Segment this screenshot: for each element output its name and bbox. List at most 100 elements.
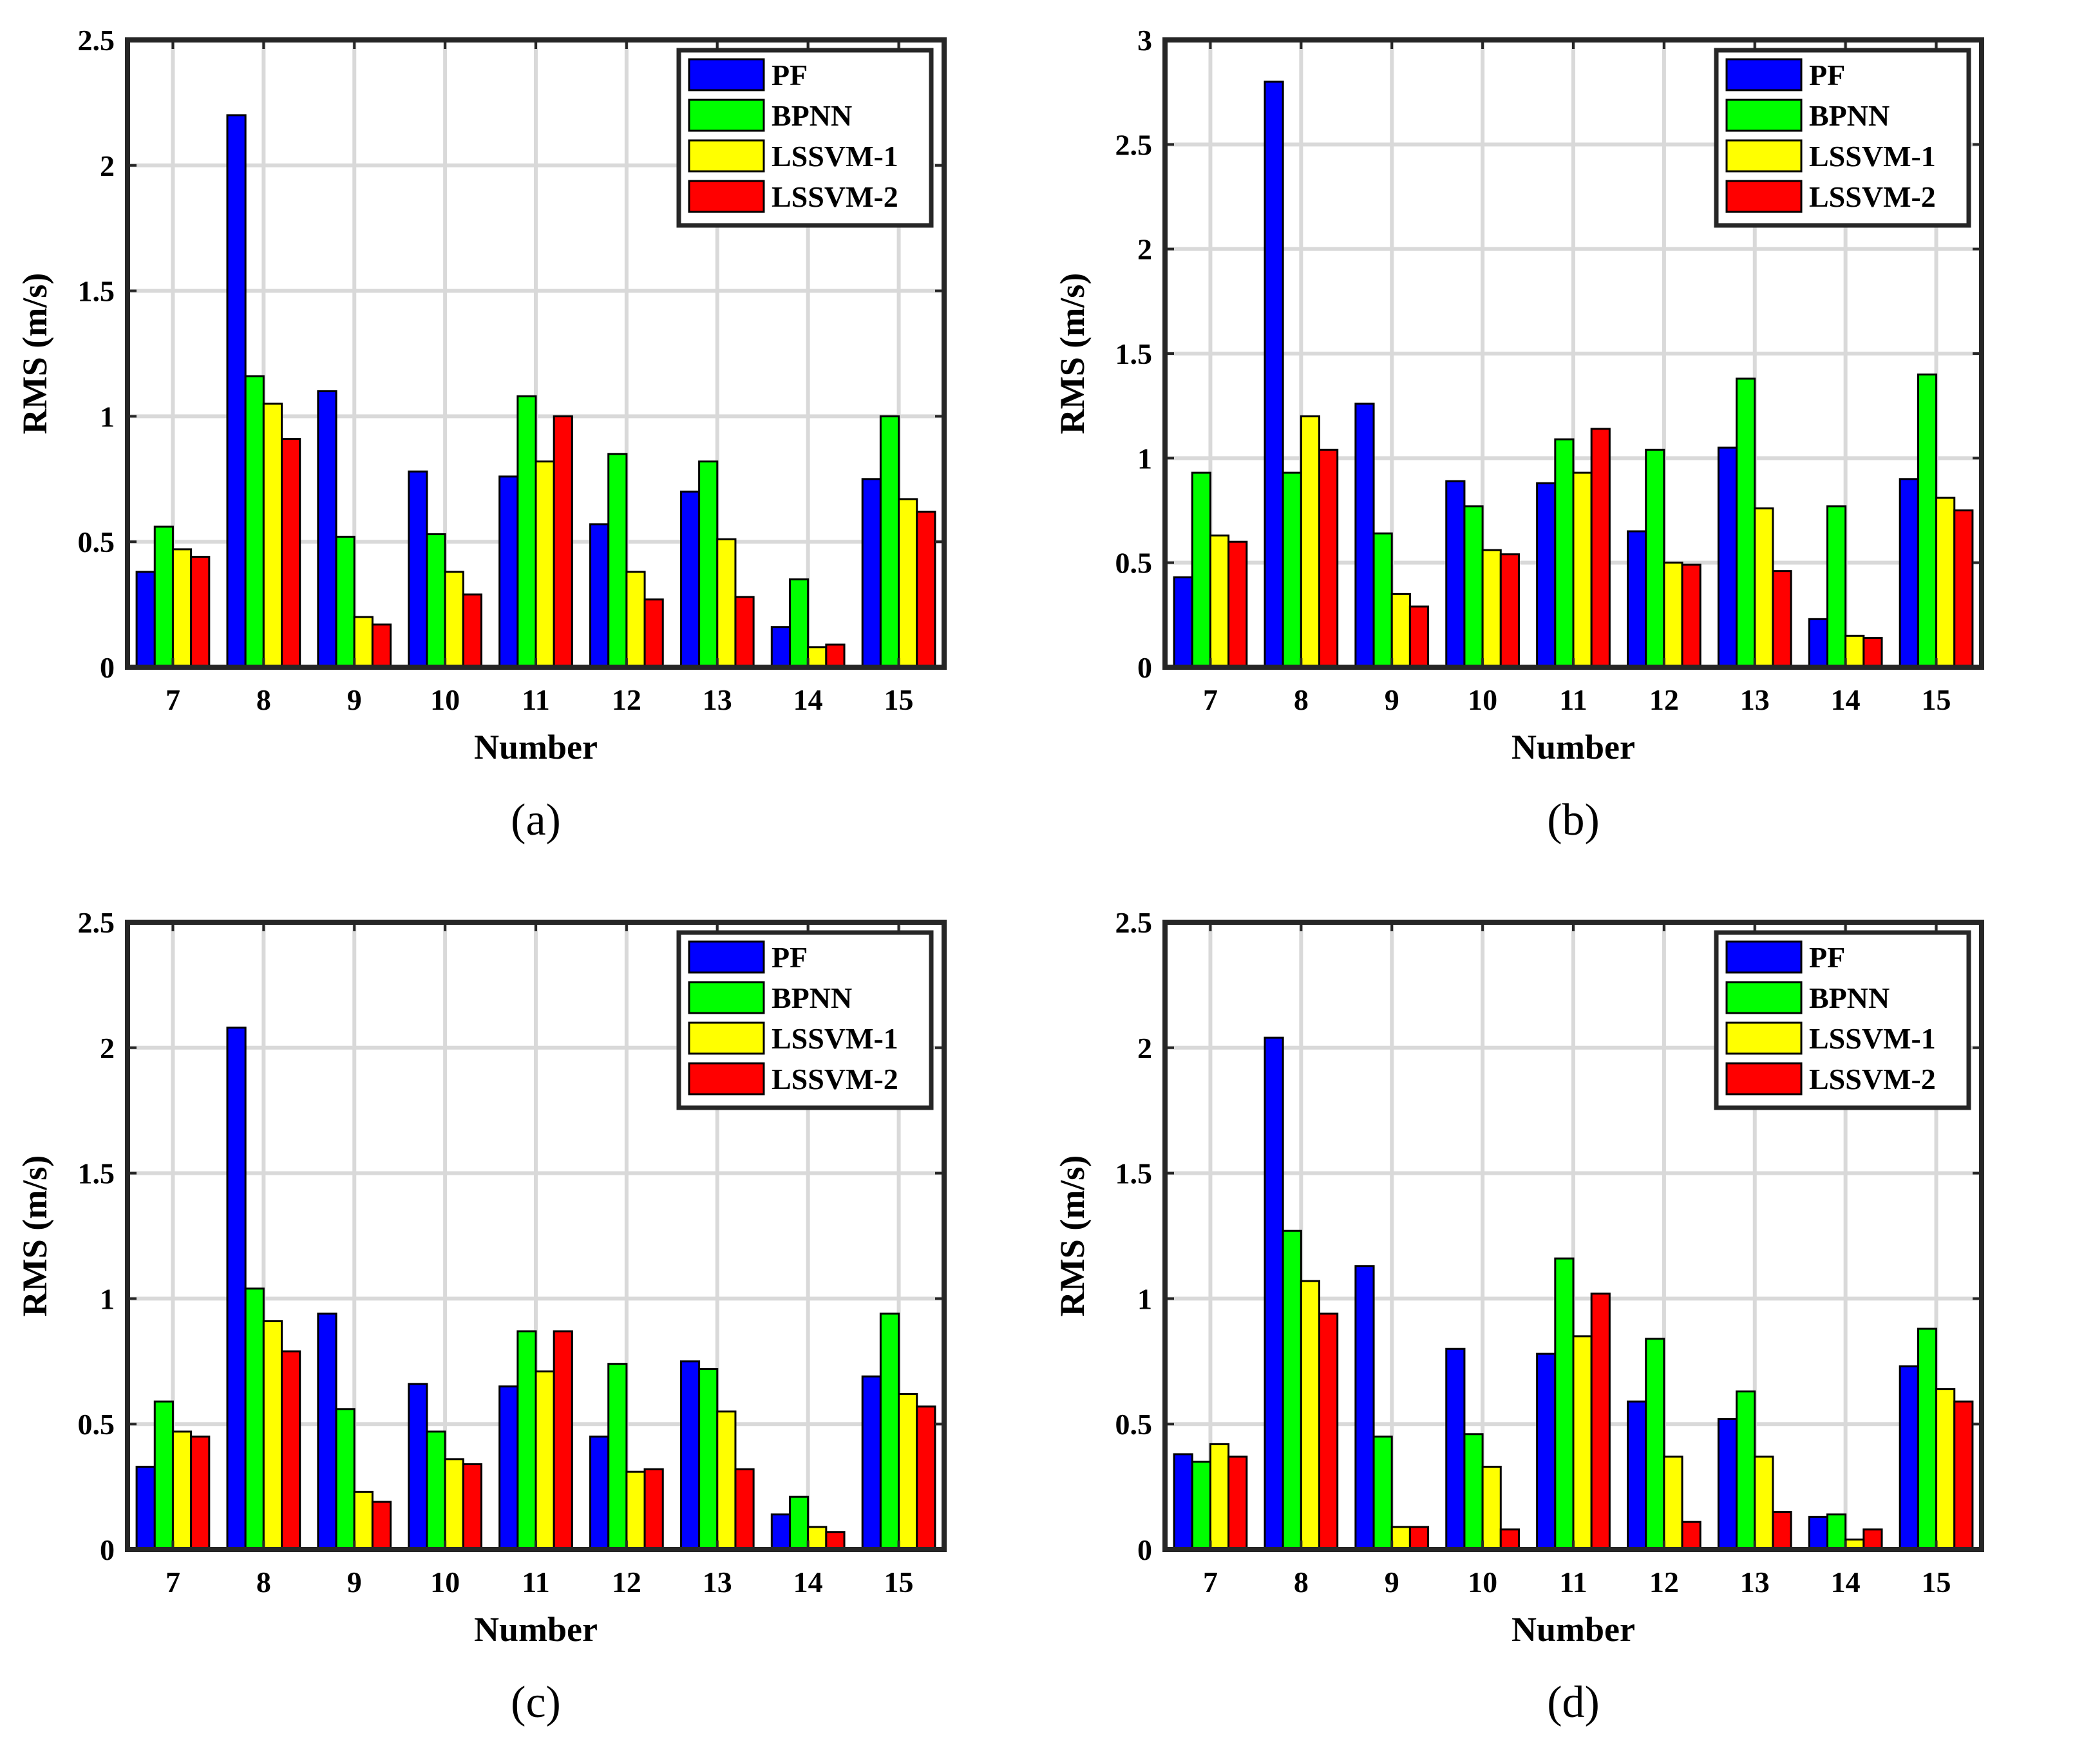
bar-lssvm-1-12: [1663, 562, 1683, 669]
y-axis-title: RMS (m/s): [15, 1155, 54, 1316]
bar-pf-15: [1899, 478, 1919, 669]
legend-label-pf: PF: [1809, 941, 1845, 974]
bar-lssvm-2-9: [1408, 1526, 1430, 1551]
bar-lssvm-2-11: [1590, 1293, 1611, 1551]
bar-lssvm-1-14: [1844, 634, 1865, 669]
bar-lssvm-2-8: [1318, 1313, 1339, 1551]
y-tick-label: 0: [100, 1533, 115, 1566]
x-tick-label: 9: [347, 1566, 362, 1598]
x-tick-label: 12: [1649, 683, 1679, 716]
bar-lssvm-1-12: [625, 1470, 646, 1551]
y-tick-label: 2: [100, 149, 115, 182]
bar-lssvm-2-14: [1862, 1528, 1883, 1551]
bar-lssvm-2-12: [643, 1468, 664, 1551]
legend-label-pf: PF: [1809, 59, 1845, 91]
bar-pf-9: [1354, 1265, 1375, 1551]
bar-lssvm-2-13: [734, 1468, 755, 1551]
bar-lssvm-1-13: [1754, 507, 1774, 669]
x-tick-label: 12: [612, 1566, 641, 1598]
x-axis-title: Number: [1511, 728, 1635, 766]
chart-panel-d: 0 0.5 1 1.5 2 2.5 7 8 9 10 11 12 13 14 15 Number RMS (m/…: [1053, 906, 1984, 1727]
bar-bpnn-15: [879, 1313, 900, 1551]
bar-lssvm-1-10: [1481, 1465, 1502, 1551]
legend-label-bpnn: BPNN: [772, 99, 852, 132]
x-axis-title: Number: [474, 728, 598, 766]
x-tick-label: 7: [1203, 1566, 1218, 1598]
bar-pf-12: [1627, 1400, 1647, 1551]
bar-pf-10: [408, 470, 428, 669]
legend-label-lssvm-1: LSSVM-1: [772, 140, 898, 173]
panel-caption: (b): [1547, 795, 1600, 845]
bar-lssvm-1-10: [444, 571, 464, 669]
bar-bpnn-10: [426, 1430, 446, 1551]
bar-pf-10: [1445, 1347, 1466, 1551]
legend-label-lssvm-1: LSSVM-1: [1809, 140, 1936, 173]
bar-bpnn-14: [1826, 1513, 1847, 1551]
y-tick-label: 3: [1137, 24, 1152, 57]
bar-bpnn-13: [698, 460, 719, 669]
legend-label-bpnn: BPNN: [1809, 982, 1890, 1014]
bar-lssvm-1-8: [1300, 1280, 1321, 1551]
x-tick-label: 15: [1922, 683, 1951, 716]
x-tick-label: 12: [1649, 1566, 1679, 1598]
bar-bpnn-11: [1554, 438, 1575, 669]
legend-swatch-lssvm-1: [1725, 1021, 1803, 1055]
legend-swatch-lssvm-2: [688, 1062, 765, 1095]
bar-lssvm-1-13: [716, 538, 737, 669]
bar-bpnn-9: [335, 1408, 355, 1551]
legend-swatch-bpnn: [1725, 99, 1803, 132]
bar-lssvm-2-8: [1318, 448, 1339, 669]
legend-swatch-lssvm-2: [1725, 1062, 1803, 1095]
legend-swatch-lssvm-1: [1725, 139, 1803, 173]
bar-pf-15: [1899, 1365, 1919, 1551]
bar-bpnn-15: [1917, 1327, 1938, 1551]
bar-bpnn-12: [1645, 1338, 1665, 1551]
y-axis-title: RMS (m/s): [1053, 273, 1092, 434]
x-tick-label: 15: [884, 683, 914, 716]
bar-bpnn-12: [607, 1363, 628, 1551]
bar-bpnn-13: [1736, 1390, 1756, 1551]
bar-lssvm-2-10: [1499, 553, 1520, 669]
y-tick-label: 2: [1137, 233, 1152, 266]
bar-pf-13: [1717, 1418, 1738, 1551]
bar-bpnn-14: [1826, 505, 1847, 669]
bar-lssvm-2-10: [462, 1463, 482, 1551]
legend-label-bpnn: BPNN: [1809, 99, 1890, 132]
bar-bpnn-13: [698, 1367, 719, 1551]
y-tick-label: 2.5: [1115, 906, 1153, 939]
bar-lssvm-2-14: [825, 643, 846, 669]
bar-bpnn-8: [244, 1287, 265, 1551]
y-tick-label: 1: [100, 1282, 115, 1315]
legend-label-bpnn: BPNN: [772, 982, 852, 1014]
bar-lssvm-1-10: [1481, 549, 1502, 669]
bar-lssvm-2-11: [553, 1330, 573, 1551]
legend-swatch-pf: [1725, 58, 1803, 91]
bar-lssvm-1-14: [807, 1526, 828, 1551]
bar-lssvm-2-9: [371, 1501, 392, 1551]
bar-bpnn-7: [1191, 1461, 1211, 1551]
bar-lssvm-2-7: [1227, 1456, 1248, 1551]
bar-pf-7: [1173, 1453, 1193, 1551]
bar-lssvm-2-8: [281, 437, 301, 669]
bar-pf-9: [317, 1313, 337, 1551]
x-axis-title: Number: [474, 1610, 598, 1649]
bar-pf-11: [1536, 1352, 1557, 1551]
bar-bpnn-7: [153, 1400, 174, 1551]
x-tick-label: 13: [1740, 683, 1770, 716]
x-tick-label: 8: [1294, 683, 1309, 716]
bar-bpnn-14: [788, 1495, 810, 1551]
bar-bpnn-12: [607, 453, 628, 669]
y-tick-label: 0.5: [78, 526, 115, 558]
bar-pf-9: [1354, 403, 1375, 669]
bar-lssvm-2-10: [462, 593, 482, 669]
bar-lssvm-2-11: [553, 415, 573, 669]
bar-bpnn-12: [1645, 448, 1665, 669]
x-tick-label: 8: [256, 1566, 271, 1598]
bar-pf-14: [1808, 1515, 1828, 1551]
bar-pf-7: [135, 571, 156, 669]
y-tick-label: 0.5: [1115, 547, 1153, 580]
x-tick-label: 13: [703, 1566, 732, 1598]
bar-bpnn-9: [1372, 1436, 1393, 1551]
bar-lssvm-2-12: [643, 598, 664, 669]
bar-bpnn-10: [426, 533, 446, 669]
